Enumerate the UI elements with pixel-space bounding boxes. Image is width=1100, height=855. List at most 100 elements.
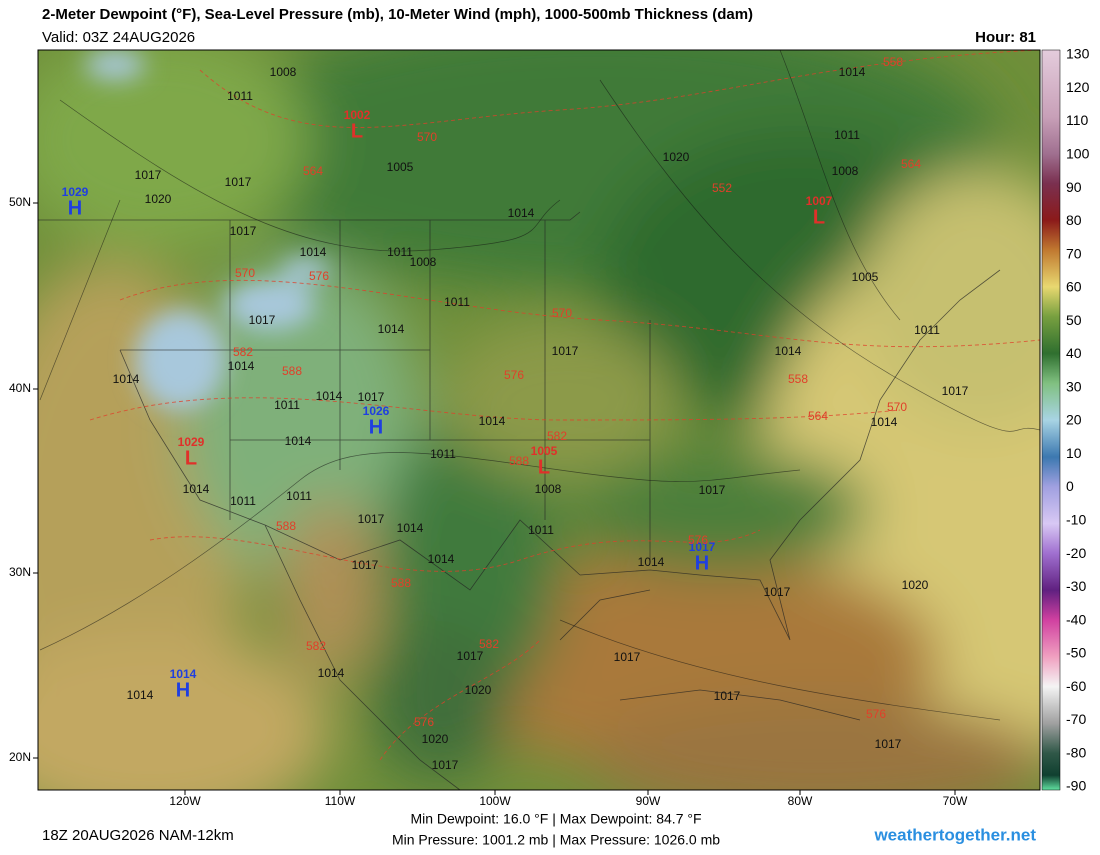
lat-label: 50N: [9, 195, 31, 209]
isobar-label: 1017: [432, 758, 459, 772]
isobar-label: 1014: [871, 415, 898, 429]
isobar-label: 1014: [300, 245, 327, 259]
colorbar-label: -90: [1066, 778, 1086, 794]
isobar-label: 1017: [942, 384, 969, 398]
colorbar-label: 10: [1066, 445, 1082, 461]
center-pressure: 1029: [178, 435, 205, 449]
isobar-label: 1011: [230, 494, 256, 508]
isobar-label: 1014: [775, 344, 802, 358]
isobar-label: 1020: [663, 150, 690, 164]
isobar-label: 1014: [113, 372, 140, 386]
model-run: 18Z 20AUG2026 NAM-12km: [42, 827, 234, 844]
center-letter: L: [185, 447, 197, 469]
colorbar-label: 110: [1066, 112, 1089, 128]
thickness-label: 564: [303, 164, 323, 178]
center-letter: H: [369, 416, 383, 438]
isobars: [39, 50, 1040, 721]
site-link[interactable]: weathertogether.net: [873, 825, 1036, 844]
isobar-label: 1011: [286, 489, 312, 503]
isobar-label: 1020: [422, 732, 449, 746]
thickness-label: 588: [282, 364, 302, 378]
isobar-label: 1017: [352, 558, 379, 572]
colorbar-label: -50: [1066, 645, 1086, 661]
isobar-label: 1011: [444, 295, 470, 309]
thickness-label: 588: [509, 454, 529, 468]
isobar-label: 1011: [528, 523, 554, 537]
valid-time: Valid: 03Z 24AUG2026: [42, 29, 195, 46]
isobar-label: 1017: [699, 483, 726, 497]
dewpoint-range: Min Dewpoint: 16.0 °F | Max Dewpoint: 84…: [410, 811, 701, 827]
thickness-label: 588: [276, 519, 296, 533]
lon-label: 70W: [943, 794, 968, 808]
isobar-label: 1017: [225, 175, 252, 189]
center-pressure: 1014: [170, 667, 197, 681]
thickness-label: 564: [901, 157, 921, 171]
thickness-label: 576: [688, 533, 708, 547]
colorbar-label: 100: [1066, 146, 1090, 162]
isobar-label: 1011: [274, 398, 300, 412]
isobar-label: 1011: [227, 89, 253, 103]
thickness-label: 588: [391, 576, 411, 590]
borders: [38, 211, 1001, 790]
colorbar-label: -20: [1066, 545, 1086, 561]
isobar-label: 1017: [135, 168, 162, 182]
pressure-range: Min Pressure: 1001.2 mb | Max Pressure: …: [392, 832, 720, 848]
lon-label: 110W: [325, 794, 356, 808]
isobar-label: 1014: [316, 389, 343, 403]
isobar-label: 1017: [457, 649, 484, 663]
center-letter: H: [176, 679, 190, 701]
colorbar-label: 30: [1066, 378, 1082, 394]
isobar-label: 1014: [183, 482, 210, 496]
isobar-label: 1005: [387, 160, 414, 174]
isobar-label: 1017: [358, 512, 385, 526]
thickness-label: 576: [866, 707, 886, 721]
center-pressure: 1007: [806, 194, 833, 208]
isobar-label: 1020: [465, 683, 492, 697]
colorbar-label: 20: [1066, 412, 1082, 428]
thickness-label: 582: [233, 345, 253, 359]
colorbar-label: 120: [1066, 79, 1090, 95]
thickness-label: 582: [479, 637, 499, 651]
isobar-label: 1011: [834, 128, 860, 142]
isobar-label: 1008: [535, 482, 562, 496]
thickness-label: 576: [504, 368, 524, 382]
thickness-contours: [89, 50, 1040, 761]
lat-label: 40N: [9, 381, 31, 395]
thickness-label: 570: [552, 306, 572, 320]
isobar-label: 1017: [358, 390, 385, 404]
center-pressure: 1026: [363, 404, 390, 418]
colorbar-label: 60: [1066, 279, 1082, 295]
lon-label: 100W: [479, 794, 511, 808]
colorbar-label: -60: [1066, 678, 1086, 694]
isobar-label: 1014: [285, 434, 312, 448]
lat-label: 30N: [9, 565, 31, 579]
colorbar-label: -30: [1066, 578, 1086, 594]
map-frame: [37, 49, 1041, 791]
isobar-label: 1017: [714, 689, 741, 703]
isobar-label: 1014: [638, 555, 665, 569]
isobar-label: 1017: [614, 650, 641, 664]
isobar-label: 1014: [479, 414, 506, 428]
colorbar-label: -70: [1066, 711, 1086, 727]
isobar-label: 1011: [387, 245, 413, 259]
isobar-label: 1014: [428, 552, 455, 566]
center-pressure: 1029: [62, 185, 89, 199]
forecast-hour: Hour: 81: [975, 29, 1036, 46]
thickness-label: 582: [547, 429, 567, 443]
isobar-label: 1014: [839, 65, 866, 79]
isobar-label: 1014: [397, 521, 424, 535]
colorbar-label: 50: [1066, 312, 1082, 328]
center-letter: H: [695, 552, 709, 574]
thickness-label: 570: [417, 130, 437, 144]
colorbar-label: 80: [1066, 212, 1082, 228]
isobar-label: 1008: [270, 65, 297, 79]
colorbar-label: 70: [1066, 245, 1082, 261]
isobar-label: 1014: [127, 688, 154, 702]
lon-label: 90W: [636, 794, 661, 808]
thickness-label: 558: [883, 55, 903, 69]
colorbar-label: 90: [1066, 179, 1082, 195]
thickness-label: 558: [788, 372, 808, 386]
isobar-label: 1011: [914, 323, 940, 337]
